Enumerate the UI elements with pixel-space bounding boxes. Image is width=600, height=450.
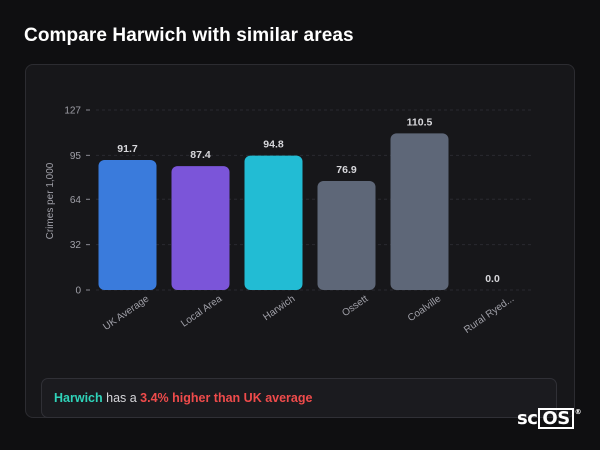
bars: 91.7 87.4 94.8 76.9 110.5 0.0 — [98, 116, 500, 290]
bar-value-label: 91.7 — [117, 143, 138, 155]
y-axis-label: Crimes per 1,000 — [45, 162, 56, 239]
x-tick-label: Rural Ryed... — [462, 293, 516, 335]
bar-value-label: 76.9 — [336, 164, 357, 176]
brand-logo: sc OS ® — [517, 408, 582, 429]
bar-value-label: 94.8 — [263, 139, 284, 151]
summary-stat: 3.4% higher than UK average — [140, 391, 313, 405]
bar-value-label: 110.5 — [407, 116, 433, 128]
x-tick-label: Harwich — [261, 293, 297, 323]
y-tick-label: 0 — [75, 286, 81, 297]
registered-mark: ® — [574, 408, 582, 416]
logo-box: OS — [538, 408, 574, 429]
x-tick-label: Coalville — [406, 293, 444, 324]
y-tick-label: 32 — [70, 240, 82, 251]
bar — [390, 133, 449, 290]
summary-area: Harwich — [54, 391, 103, 405]
bar — [317, 181, 376, 290]
comparison-summary: Harwich has a 3.4% higher than UK averag… — [41, 378, 557, 418]
y-tick-label: 95 — [70, 151, 82, 162]
x-axis: UK Average Local Area Harwich Ossett Coalvil… — [101, 293, 516, 336]
y-axis: 0 32 64 95 127 — [64, 106, 90, 297]
bar — [98, 160, 157, 290]
x-tick-label: UK Average — [101, 293, 151, 333]
y-tick-label: 127 — [64, 106, 81, 117]
x-tick-label: Ossett — [340, 293, 370, 319]
bar-value-label: 87.4 — [190, 149, 211, 161]
summary-connector: has a — [102, 391, 141, 405]
bar — [244, 155, 303, 290]
y-tick-label: 64 — [70, 195, 82, 206]
logo-prefix: sc — [517, 408, 538, 429]
bar — [171, 166, 230, 290]
x-tick-label: Local Area — [179, 293, 224, 329]
gridlines — [96, 109, 532, 291]
bar-value-label: 0.0 — [485, 273, 500, 285]
page-title: Compare Harwich with similar areas — [24, 25, 354, 46]
